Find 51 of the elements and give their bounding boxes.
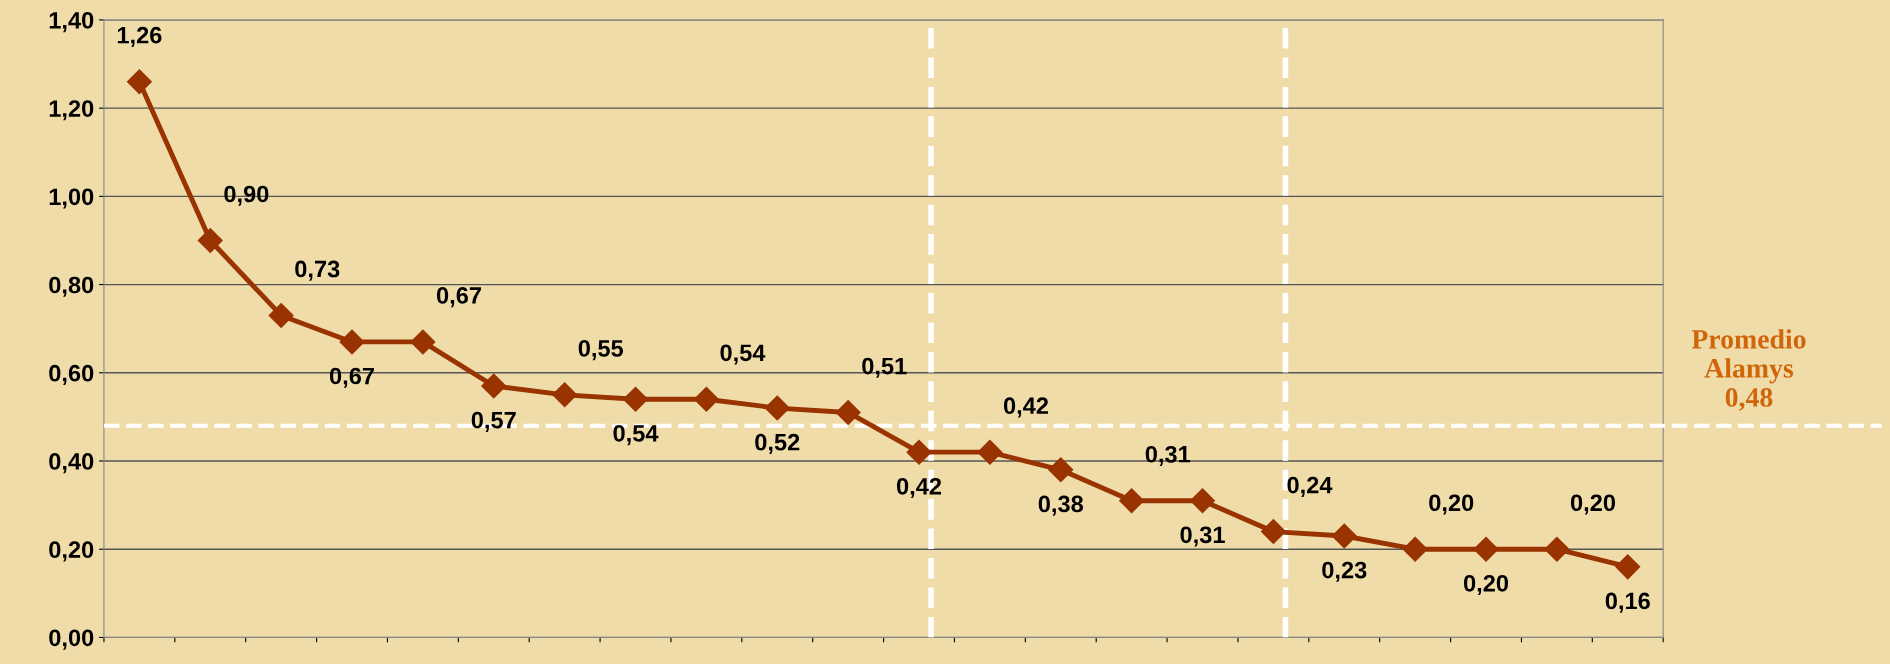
point	[197, 227, 223, 253]
data-label: 0,42	[1003, 397, 1049, 418]
y-tick-label: 0,60	[49, 364, 94, 385]
ref-line-label: Promedio Alamys 0,48	[1691, 329, 1806, 411]
data-label: 0,54	[613, 424, 659, 446]
point	[339, 329, 365, 355]
point	[1331, 523, 1357, 549]
data-label: 0,24	[1287, 476, 1333, 497]
point	[1615, 554, 1641, 580]
point	[1190, 488, 1215, 514]
data-label: 0,42	[896, 477, 942, 499]
point	[126, 69, 152, 95]
point	[1260, 519, 1286, 545]
point	[906, 439, 932, 465]
point	[1473, 536, 1499, 562]
y-tick-label: 1,00	[49, 188, 94, 209]
data-label: 0,67	[329, 367, 374, 388]
data-label: 0,67	[436, 287, 481, 308]
y-tick-label: 0,80	[49, 276, 94, 297]
data-label: 0,54	[720, 344, 766, 365]
data-label: 1,26	[117, 26, 162, 47]
point	[1544, 536, 1570, 562]
y-tick-label: 0,00	[49, 629, 94, 650]
data-label: 0,20	[1570, 494, 1616, 515]
data-label: 0,57	[471, 411, 516, 432]
point	[835, 400, 861, 425]
data-label: 0,31	[1180, 526, 1225, 547]
point	[1119, 488, 1145, 514]
data-label: 0,20	[1463, 574, 1509, 596]
data-label: 0,73	[295, 260, 340, 281]
data-label: 0,38	[1038, 495, 1084, 516]
data-label: 0,31	[1145, 445, 1191, 467]
point	[623, 386, 648, 412]
point	[268, 302, 294, 328]
point	[693, 386, 719, 412]
point	[764, 395, 790, 421]
point	[410, 329, 436, 355]
y-tick-label: 1,40	[49, 11, 94, 33]
point	[977, 439, 1003, 465]
data-label: 0,55	[578, 340, 624, 361]
y-tick-label: 0,40	[49, 453, 94, 474]
point	[1048, 457, 1074, 483]
y-tick-label: 0,20	[49, 541, 94, 562]
point	[1402, 536, 1428, 562]
point	[552, 382, 578, 408]
y-tick-label: 1,20	[49, 100, 94, 121]
data-label: 0,20	[1429, 494, 1474, 515]
data-label: 0,52	[755, 433, 800, 454]
data-label: 0,16	[1605, 592, 1650, 613]
data-label: 0,23	[1322, 561, 1367, 582]
point	[481, 373, 507, 399]
